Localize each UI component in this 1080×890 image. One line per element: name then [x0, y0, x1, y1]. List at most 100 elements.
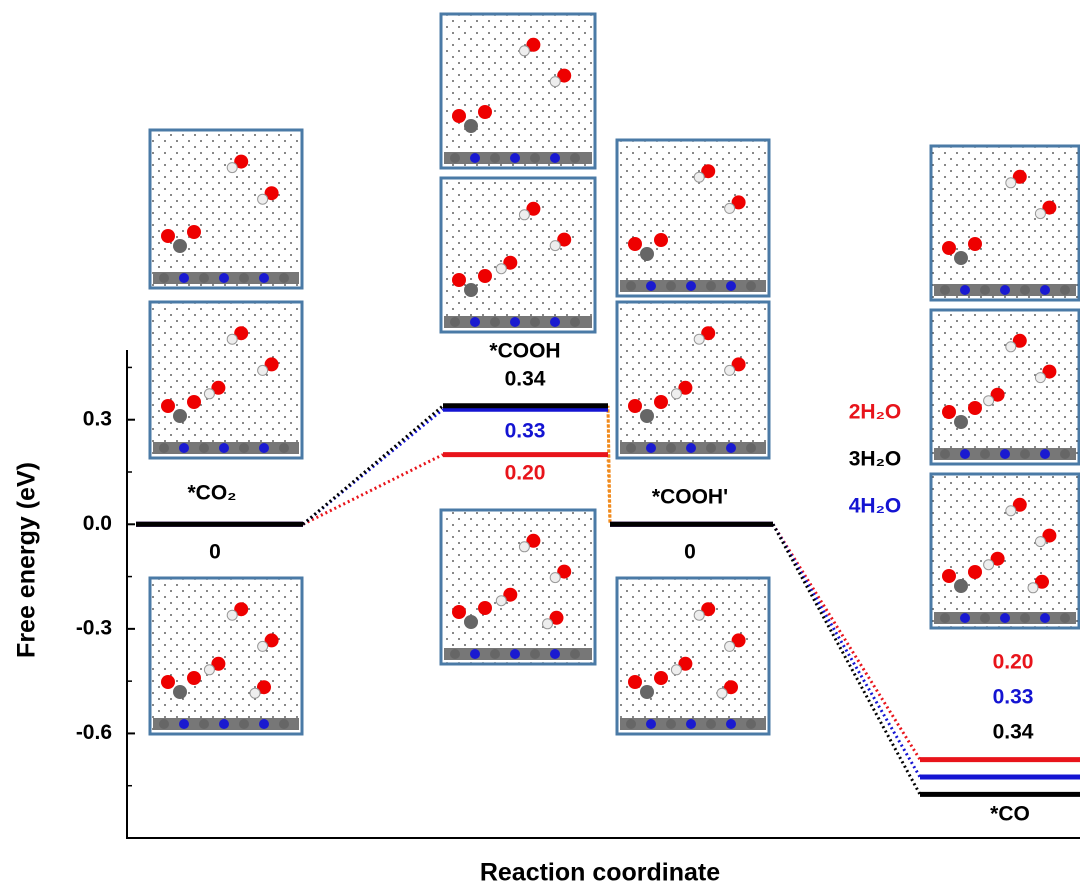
oxygen-atom	[628, 675, 642, 689]
carbon-atom	[640, 409, 654, 423]
surface-atom	[570, 649, 580, 659]
surface-atom	[219, 719, 229, 729]
hydrogen-atom	[694, 610, 704, 620]
surface-atom	[960, 449, 970, 459]
carbon-atom	[464, 283, 478, 297]
structure-frame	[931, 146, 1079, 300]
carbon-atom	[954, 579, 968, 593]
hydrogen-atom	[1035, 537, 1045, 547]
surface-atom	[510, 317, 520, 327]
surface-atom	[550, 153, 560, 163]
surface-atom	[960, 613, 970, 623]
hydrogen-atom	[725, 203, 735, 213]
hydrogen-atom	[258, 194, 268, 204]
y-tick-label: 0.0	[83, 512, 112, 535]
oxygen-atom	[654, 233, 668, 247]
hydrogen-atom	[725, 641, 735, 651]
surface-atom	[686, 281, 696, 291]
carbon-atom	[954, 251, 968, 265]
surface-atom	[199, 719, 209, 729]
surface-atom	[666, 719, 676, 729]
oxygen-atom	[452, 273, 466, 287]
carbon-atom	[464, 615, 478, 629]
structure-frame	[441, 14, 595, 168]
surface-atom	[179, 443, 189, 453]
surface-atom	[570, 153, 580, 163]
structure-frame	[150, 302, 302, 458]
surface-atom	[510, 649, 520, 659]
surface-atom	[530, 317, 540, 327]
oxygen-atom	[452, 605, 466, 619]
surface-atom	[1020, 449, 1030, 459]
hydrogen-atom	[1035, 373, 1045, 383]
data-label: 0	[684, 541, 696, 564]
annotation: 0.34	[993, 721, 1034, 744]
surface-atom	[626, 281, 636, 291]
data-label: 0.34	[505, 368, 546, 391]
surface-atom	[179, 719, 189, 729]
oxygen-atom	[628, 237, 642, 251]
structure-images	[150, 14, 1079, 734]
surface-atom	[1020, 285, 1030, 295]
surface-atom	[159, 443, 169, 453]
structure-frame	[617, 140, 769, 296]
carbon-atom	[173, 239, 187, 253]
legend-entry: 3H₂O	[849, 448, 902, 471]
surface-atom	[179, 273, 189, 283]
hydrogen-atom	[227, 334, 237, 344]
y-tick-label: -0.3	[76, 616, 112, 639]
surface-atom	[1040, 285, 1050, 295]
legend-entry: 2H₂O	[849, 401, 902, 424]
oxygen-atom	[478, 269, 492, 283]
surface-atom	[199, 273, 209, 283]
oxygen-atom	[161, 675, 175, 689]
surface-atom	[666, 443, 676, 453]
surface-atom	[570, 317, 580, 327]
surface-atom	[666, 281, 676, 291]
hydrogen-atom	[519, 46, 529, 56]
x-axis-label: Reaction coordinate	[480, 859, 720, 887]
hydrogen-atom	[694, 334, 704, 344]
hydrogen-atom	[250, 688, 260, 698]
structure-frame	[617, 578, 769, 734]
hydrogen-atom	[550, 573, 560, 583]
oxygen-atom	[161, 229, 175, 243]
hydrogen-atom	[1028, 583, 1038, 593]
surface-atom	[626, 443, 636, 453]
surface-atom	[940, 285, 950, 295]
y-tick-label: 0.3	[83, 407, 112, 430]
surface-atom	[450, 649, 460, 659]
y-axis-label: Free energy (eV)	[13, 462, 41, 658]
hydrogen-atom	[227, 163, 237, 173]
hydrogen-atom	[1035, 209, 1045, 219]
oxygen-atom	[968, 565, 982, 579]
surface-atom	[259, 273, 269, 283]
surface-atom	[1040, 449, 1050, 459]
structure-frame	[617, 302, 769, 458]
hydrogen-atom	[258, 365, 268, 375]
carbon-atom	[640, 685, 654, 699]
oxygen-atom	[478, 601, 492, 615]
surface-atom	[980, 285, 990, 295]
surface-atom	[1000, 613, 1010, 623]
surface-atom	[470, 649, 480, 659]
hydrogen-atom	[725, 365, 735, 375]
surface-atom	[706, 281, 716, 291]
oxygen-atom	[942, 241, 956, 255]
surface-atom	[646, 443, 656, 453]
hydrogen-atom	[1006, 506, 1016, 516]
surface-atom	[450, 317, 460, 327]
stage-label: *COOH	[489, 340, 560, 363]
chart: Reaction coordinate Free energy (eV) -0.…	[0, 0, 1080, 890]
surface-atom	[279, 719, 289, 729]
stage-label: *CO₂	[187, 482, 236, 505]
surface-atom	[706, 719, 716, 729]
stage-label: *CO	[990, 803, 1030, 826]
surface-atom	[259, 719, 269, 729]
hydrogen-atom	[1006, 178, 1016, 188]
carbon-atom	[464, 119, 478, 133]
surface-atom	[646, 719, 656, 729]
connector	[303, 406, 443, 525]
surface-atom	[259, 443, 269, 453]
connector	[773, 524, 920, 794]
